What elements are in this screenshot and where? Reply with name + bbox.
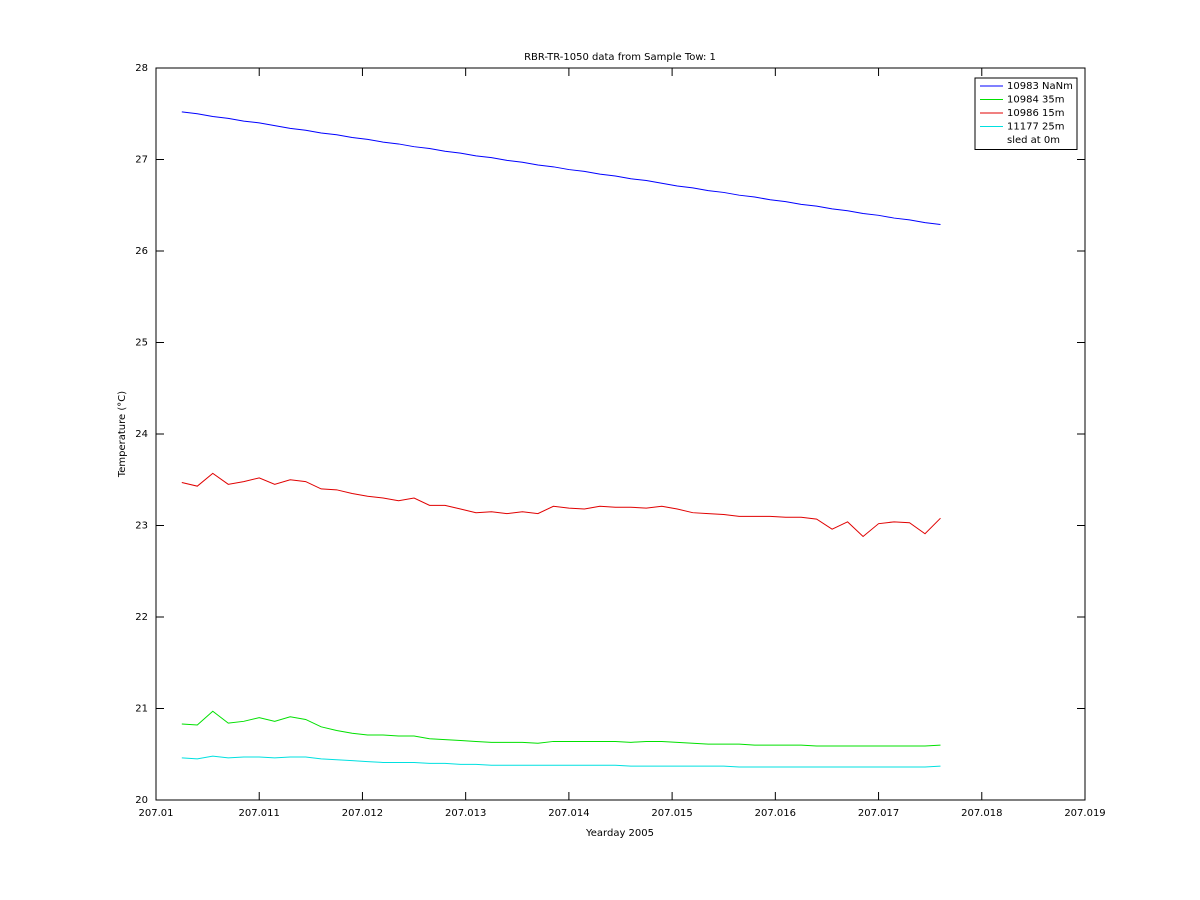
x-axis-label: Yearday 2005 [585,828,654,839]
y-tick-label: 20 [135,795,148,806]
series-line [181,472,941,538]
x-tick-label: 207.015 [651,808,692,819]
legend-label: 11177 25m [1007,122,1064,133]
x-tick-label: 207.011 [239,808,280,819]
x-tick-label: 207.018 [961,808,1002,819]
legend-label: 10983 NaNm [1007,81,1073,92]
legend-label: sled at 0m [1007,135,1060,146]
x-tick-label: 207.014 [548,808,589,819]
y-tick-label: 21 [135,704,148,715]
y-tick-label: 23 [135,521,148,532]
series-line [181,755,941,768]
y-axis-label: Temperature (°C) [117,391,128,478]
y-tick-label: 24 [135,429,148,440]
legend-label: 10986 15m [1007,108,1064,119]
x-tick-label: 207.012 [342,808,383,819]
x-tick-label: 207.01 [139,808,174,819]
x-tick-label: 207.016 [755,808,796,819]
series-line [181,710,941,747]
x-tick-label: 207.019 [1064,808,1105,819]
legend-label: 10984 35m [1007,95,1064,106]
plot-area [155,67,1086,801]
chart-title: RBR-TR-1050 data from Sample Tow: 1 [524,52,716,63]
y-tick-label: 22 [135,612,148,623]
y-tick-label: 27 [135,155,148,166]
y-tick-label: 28 [135,63,148,74]
y-tick-label: 25 [135,338,148,349]
y-tick-label: 26 [135,246,148,257]
x-tick-label: 207.013 [445,808,486,819]
series-line [181,111,941,225]
x-tick-label: 207.017 [858,808,899,819]
legend-box [974,77,1078,150]
